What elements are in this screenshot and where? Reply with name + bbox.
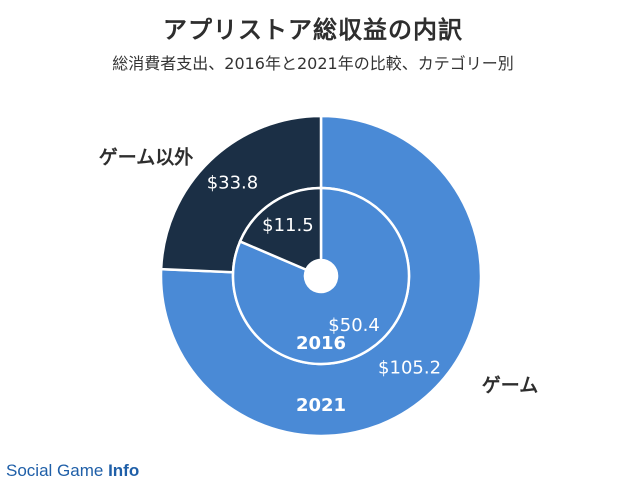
inner-value-label-game: $50.4 — [328, 315, 380, 336]
chart-subtitle: 総消費者支出、2016年と2021年の比較、カテゴリー別 — [112, 54, 514, 73]
inner-year-label: 2016 — [296, 333, 346, 354]
outer-value-label-non-game: $33.8 — [207, 173, 259, 194]
inner-value-label-non-game: $11.5 — [262, 215, 314, 236]
category-label-game: ゲーム — [482, 375, 538, 397]
chart-title: アプリストア総収益の内訳 — [163, 16, 463, 44]
outer-year-label: 2021 — [296, 395, 346, 416]
center-hole — [305, 260, 337, 292]
footer-brand: Social Game Info — [6, 461, 139, 481]
footer-brand-name: Social Game — [6, 461, 104, 480]
outer-value-label-game: $105.2 — [378, 357, 441, 378]
category-label-non-game: ゲーム以外 — [99, 146, 193, 169]
footer-brand-suffix: Info — [108, 461, 140, 480]
